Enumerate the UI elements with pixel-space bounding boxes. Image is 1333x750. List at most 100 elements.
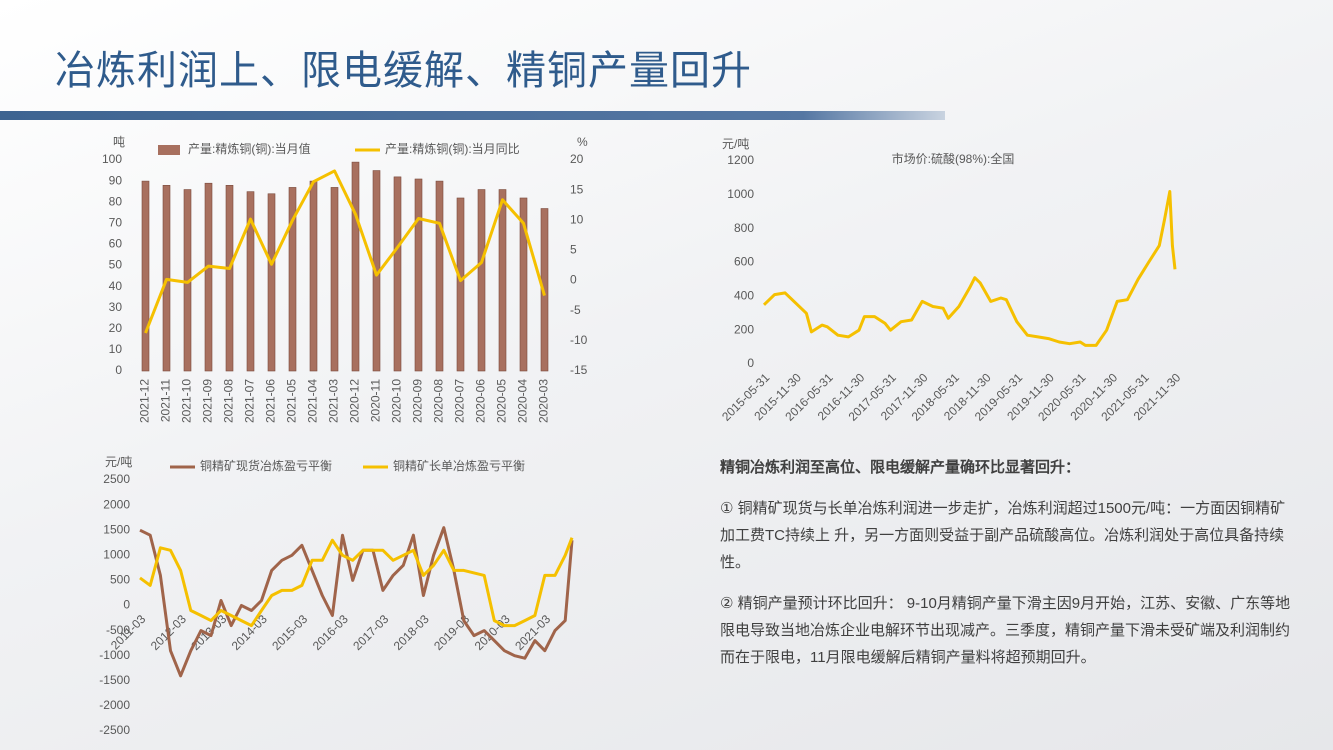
x-tick-label: 2021-11 xyxy=(159,379,173,422)
x-tick-label: 2020-04 xyxy=(516,379,530,423)
y-tick-label: 70 xyxy=(109,215,123,229)
y-tick-label: 10 xyxy=(109,342,123,356)
x-tick-label: 2018-03 xyxy=(391,612,432,653)
y-tick-label: 100 xyxy=(102,152,122,166)
bar xyxy=(351,161,360,372)
bar xyxy=(435,180,444,372)
y-tick-label: -2000 xyxy=(99,698,130,712)
y-tick-label: 40 xyxy=(109,279,123,293)
line-series xyxy=(139,537,574,628)
y-tick-label: -1000 xyxy=(99,648,130,662)
x-tick-label: 2016-03 xyxy=(310,612,351,653)
y-tick-label: 1200 xyxy=(727,153,754,167)
y-tick-label: 200 xyxy=(734,322,754,336)
bar xyxy=(330,187,339,372)
y-tick-label: 1000 xyxy=(103,547,130,561)
y-tick-label: 800 xyxy=(734,221,754,235)
text-block: 精铜冶炼利润至高位、限电缓解产量确环比显著回升： ① 铜精矿现货与长单冶炼利润进… xyxy=(720,454,1300,685)
y-tick-label: 30 xyxy=(109,300,123,314)
paragraph: ② 精铜产量预计环比回升： 9-10月精铜产量下滑主因9月开始，江苏、安徽、广东… xyxy=(720,595,1291,666)
y-tick-label: 50 xyxy=(109,258,123,272)
x-tick-label: 2020-10 xyxy=(390,379,404,423)
legend-swatch xyxy=(158,145,180,155)
y-tick-label: 2500 xyxy=(103,472,130,486)
y-tick-label: 20 xyxy=(570,152,584,166)
x-tick-label: 2020-12 xyxy=(348,379,362,423)
y-tick-label: -15 xyxy=(570,363,588,377)
y-tick-label: -10 xyxy=(570,333,588,347)
paragraph: ① 铜精矿现货与长单冶炼利润进一步走扩，冶炼利润超过1500元/吨：一方面因铜精… xyxy=(720,500,1286,571)
legend-label: 产量:精炼铜(铜):当月同比 xyxy=(385,141,520,156)
y-tick-label: -2500 xyxy=(99,723,130,737)
bar xyxy=(288,187,297,372)
axis-label: % xyxy=(577,135,588,149)
y-tick-label: 60 xyxy=(109,237,123,251)
text-heading: 精铜冶炼利润至高位、限电缓解产量确环比显著回升： xyxy=(720,459,1081,476)
x-tick-label: 2021-12 xyxy=(138,379,152,423)
axis-label: 元/吨 xyxy=(722,137,749,151)
bar xyxy=(141,180,150,372)
y-tick-label: 1500 xyxy=(103,522,130,536)
x-tick-label: 2019-03 xyxy=(431,612,472,653)
y-tick-label: 0 xyxy=(747,356,754,370)
y-tick-label: -5 xyxy=(570,303,581,317)
bar xyxy=(456,197,465,372)
y-tick-label: -500 xyxy=(106,623,130,637)
bar xyxy=(477,189,486,372)
bar xyxy=(393,176,402,372)
y-tick-label: 2000 xyxy=(103,497,130,511)
bar xyxy=(225,185,234,372)
x-tick-label: 2015-03 xyxy=(269,612,310,653)
x-tick-label: 2020-07 xyxy=(453,379,467,423)
x-tick-label: 2020-09 xyxy=(411,379,425,423)
x-tick-label: 2021-05 xyxy=(285,379,299,423)
y-tick-label: 20 xyxy=(109,321,123,335)
y-tick-label: 80 xyxy=(109,194,123,208)
bar xyxy=(267,193,276,372)
y-tick-label: 10 xyxy=(570,212,584,226)
bar xyxy=(414,178,423,372)
x-tick-label: 2021-04 xyxy=(306,379,320,423)
legend-label: 铜精矿现货冶炼盈亏平衡 xyxy=(200,458,332,473)
y-tick-label: 600 xyxy=(734,255,754,269)
y-tick-label: -1500 xyxy=(99,673,130,687)
line-series xyxy=(144,169,546,334)
y-tick-label: 0 xyxy=(570,273,577,287)
y-tick-label: 0 xyxy=(123,598,130,612)
bar xyxy=(246,191,255,372)
x-tick-label: 2021-10 xyxy=(180,379,194,423)
x-tick-label: 2021-03 xyxy=(327,379,341,423)
x-tick-label: 2021-08 xyxy=(222,379,236,423)
x-tick-label: 2020-08 xyxy=(432,379,446,423)
axis-label: 吨 xyxy=(113,135,125,149)
y-tick-label: 1000 xyxy=(727,187,754,201)
x-tick-label: 2020-11 xyxy=(369,379,383,422)
y-tick-label: 5 xyxy=(570,243,577,257)
slide-title: 冶炼利润上、限电缓解、精铜产量回升 xyxy=(55,49,752,93)
bar xyxy=(498,189,507,372)
legend-label: 铜精矿长单冶炼盈亏平衡 xyxy=(393,458,525,473)
line-series xyxy=(139,526,574,678)
x-tick-label: 2021-07 xyxy=(243,379,257,423)
legend-label: 产量:精炼铜(铜):当月值 xyxy=(188,141,311,156)
x-tick-label: 2020-05 xyxy=(495,379,509,423)
bar xyxy=(204,182,213,372)
axis-label: 元/吨 xyxy=(105,455,132,469)
x-tick-label: 2021-09 xyxy=(201,379,215,423)
bar xyxy=(309,180,318,372)
y-tick-label: 500 xyxy=(110,573,130,587)
bar xyxy=(540,208,549,372)
x-tick-label: 2020-06 xyxy=(474,379,488,423)
y-tick-label: 90 xyxy=(109,173,123,187)
y-tick-label: 15 xyxy=(570,182,584,196)
bar xyxy=(519,197,528,372)
x-tick-label: 2020-03 xyxy=(537,379,551,423)
line-series xyxy=(762,190,1177,347)
y-tick-label: 0 xyxy=(115,363,122,377)
x-tick-label: 2017-03 xyxy=(350,612,391,653)
y-tick-label: 400 xyxy=(734,289,754,303)
chart-title: 市场价:硫酸(98%):全国 xyxy=(892,151,1015,166)
title-band xyxy=(0,111,945,120)
